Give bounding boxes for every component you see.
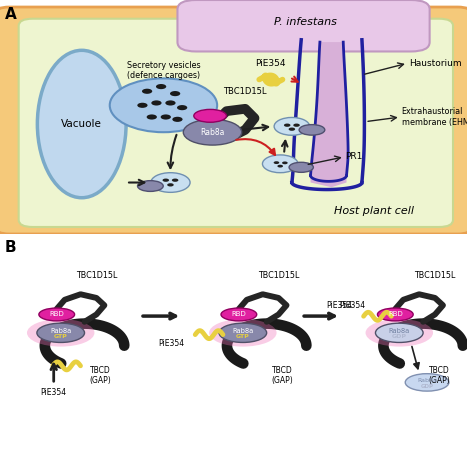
Text: TBC1D15L: TBC1D15L: [258, 271, 299, 280]
Ellipse shape: [37, 50, 126, 198]
Text: Rab8a: Rab8a: [50, 328, 71, 333]
Ellipse shape: [194, 109, 226, 122]
Text: TBCD
(GAP): TBCD (GAP): [90, 366, 111, 385]
Circle shape: [274, 117, 310, 135]
Circle shape: [289, 127, 295, 131]
Circle shape: [110, 78, 217, 132]
Ellipse shape: [137, 180, 163, 191]
Text: GTP: GTP: [54, 334, 68, 339]
Circle shape: [142, 89, 152, 94]
Text: TBC1D15L: TBC1D15L: [76, 271, 117, 280]
Ellipse shape: [209, 319, 276, 347]
Text: A: A: [5, 7, 16, 22]
Ellipse shape: [184, 119, 242, 145]
Circle shape: [284, 124, 290, 127]
Circle shape: [163, 179, 169, 182]
Text: Secretory vesicles
(defence cargoes): Secretory vesicles (defence cargoes): [127, 60, 200, 80]
Circle shape: [151, 173, 190, 192]
Polygon shape: [311, 42, 348, 187]
Text: PiE354: PiE354: [327, 301, 353, 310]
Circle shape: [262, 155, 298, 173]
Ellipse shape: [377, 308, 413, 321]
Circle shape: [167, 183, 174, 186]
Text: Rab8a: Rab8a: [232, 328, 254, 333]
Text: PR1: PR1: [346, 152, 363, 161]
Circle shape: [151, 100, 162, 106]
Text: PiE354: PiE354: [255, 58, 286, 68]
Text: Host plant cell: Host plant cell: [333, 206, 414, 216]
Circle shape: [137, 103, 148, 108]
Text: PiE354: PiE354: [41, 388, 67, 397]
FancyBboxPatch shape: [19, 19, 453, 227]
Text: RBD: RBD: [388, 311, 403, 317]
Text: TBC1D15L: TBC1D15L: [414, 271, 456, 280]
Circle shape: [172, 179, 178, 182]
FancyBboxPatch shape: [0, 7, 467, 234]
Ellipse shape: [366, 319, 433, 347]
Circle shape: [177, 105, 187, 110]
Ellipse shape: [37, 323, 85, 342]
Text: PiE354: PiE354: [340, 301, 366, 310]
Text: GDP: GDP: [421, 383, 433, 388]
Text: Extrahaustorial
membrane (EHM): Extrahaustorial membrane (EHM): [402, 107, 467, 127]
Ellipse shape: [219, 323, 267, 342]
Circle shape: [274, 161, 279, 164]
Circle shape: [156, 84, 166, 89]
Text: TBC1D15L: TBC1D15L: [223, 87, 267, 96]
Text: Rab8a: Rab8a: [417, 378, 437, 383]
Ellipse shape: [405, 374, 449, 391]
Text: RBD: RBD: [232, 311, 246, 317]
Text: TBCD
(GAP): TBCD (GAP): [428, 366, 450, 385]
Circle shape: [170, 91, 180, 96]
Ellipse shape: [289, 162, 313, 172]
Text: Vacuole: Vacuole: [61, 119, 102, 129]
Text: Haustorium: Haustorium: [409, 58, 461, 68]
Text: PiE354: PiE354: [158, 339, 184, 348]
Ellipse shape: [299, 125, 325, 135]
Circle shape: [147, 114, 157, 120]
FancyBboxPatch shape: [177, 0, 430, 51]
Ellipse shape: [221, 308, 257, 321]
Text: B: B: [5, 240, 16, 256]
Text: TBCD
(GAP): TBCD (GAP): [272, 366, 293, 385]
Text: GDP: GDP: [392, 334, 407, 339]
Ellipse shape: [39, 308, 75, 321]
Circle shape: [293, 124, 300, 127]
Circle shape: [161, 114, 171, 120]
Text: RBD: RBD: [50, 311, 64, 317]
Ellipse shape: [375, 323, 423, 342]
Circle shape: [277, 165, 283, 167]
Text: Rab8a: Rab8a: [200, 128, 225, 137]
Circle shape: [172, 117, 183, 122]
Circle shape: [165, 100, 176, 106]
Circle shape: [282, 162, 288, 164]
Text: Rab8a: Rab8a: [389, 328, 410, 333]
Ellipse shape: [27, 319, 94, 347]
Text: P. infestans: P. infestans: [275, 17, 337, 27]
Text: GTP: GTP: [236, 334, 250, 339]
